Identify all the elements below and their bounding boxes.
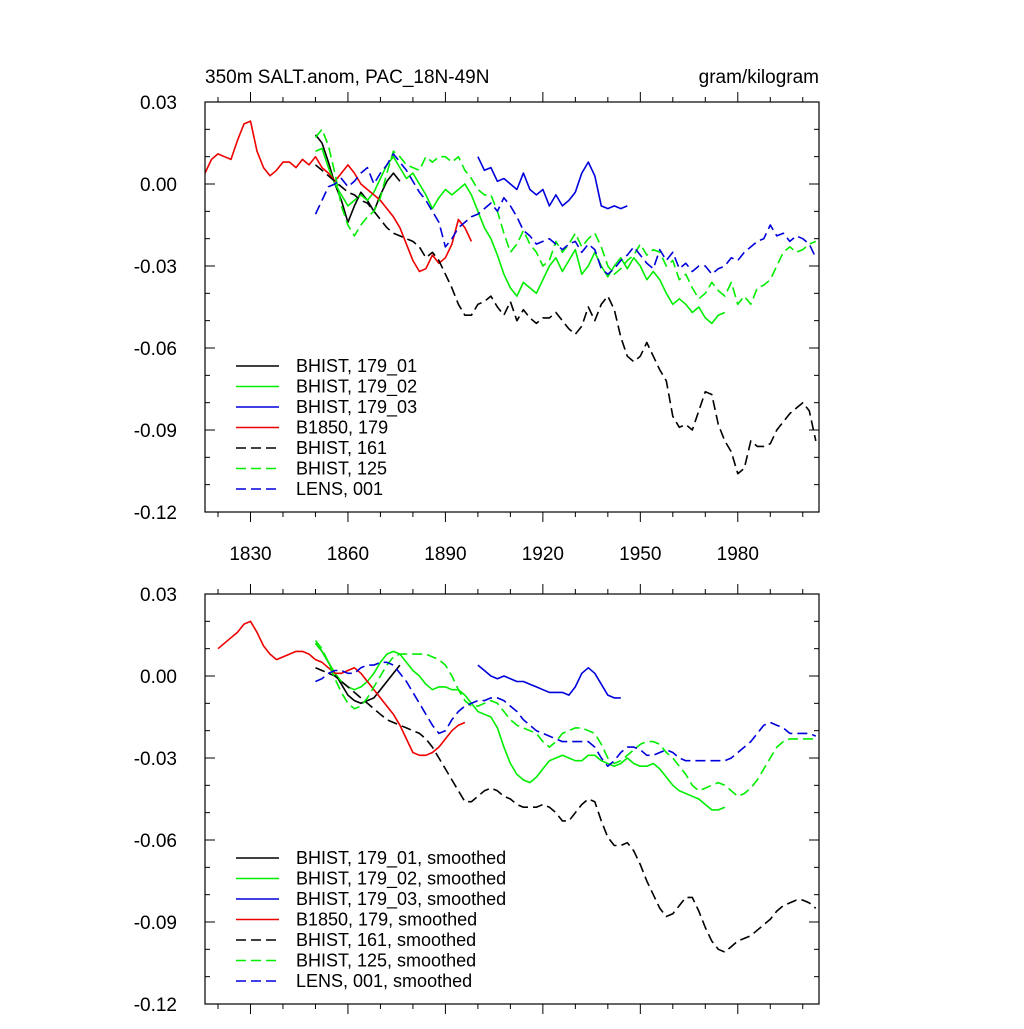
y-tick-label: -0.09	[134, 913, 177, 934]
y-tick-label: -0.06	[134, 831, 177, 852]
x-tick-label: 1920	[522, 544, 564, 565]
series-line-4	[205, 120, 473, 273]
series-line-6	[314, 128, 817, 306]
series-line-3	[477, 664, 621, 699]
legend-label: LENS, 001, smoothed	[296, 971, 472, 991]
legend-label: BHIST, 179_01, smoothed	[296, 848, 506, 869]
plot-frame	[204, 593, 820, 1005]
legend-label: B1850, 179, smoothed	[296, 910, 477, 930]
x-tick-label: 1980	[717, 544, 759, 565]
y-tick-label: -0.12	[134, 503, 177, 524]
legend-label: BHIST, 161	[296, 438, 387, 458]
series-line-2	[315, 147, 726, 325]
legend-label: BHIST, 179_01	[296, 356, 417, 377]
y-tick-label: -0.06	[134, 339, 177, 360]
series-line-5	[314, 164, 817, 475]
y-tick-label: -0.03	[134, 749, 177, 770]
legend-label: LENS, 001	[296, 479, 383, 499]
y-tick-label: 0.03	[140, 585, 177, 606]
series-line-7	[314, 153, 817, 276]
y-tick-label: -0.03	[134, 257, 177, 278]
series-line-6	[314, 640, 816, 798]
units-label: gram/kilogram	[699, 67, 819, 88]
plot-frame	[204, 101, 820, 513]
series-line-2	[314, 642, 726, 811]
legend-label: BHIST, 179_03	[296, 397, 417, 418]
x-tick-label: 1860	[327, 544, 369, 565]
y-tick-label: -0.09	[134, 421, 177, 442]
series-line-5	[315, 667, 817, 953]
series-line-3	[477, 156, 628, 210]
x-tick-label: 1830	[229, 544, 271, 565]
legend-label: BHIST, 179_02, smoothed	[296, 869, 506, 890]
legend-label: BHIST, 179_03, smoothed	[296, 889, 506, 910]
series-line-4	[217, 620, 466, 757]
legend-label: BHIST, 125	[296, 459, 387, 479]
chart-panel-1: 0.03 0.00 -0.03 -0.06 -0.09 -0.12 1830 1860 1890…	[134, 67, 820, 565]
series-line-1	[314, 134, 401, 224]
chart-title: 350m SALT.anom, PAC_18N-49N	[205, 67, 489, 88]
y-tick-label: 0.03	[140, 93, 177, 114]
series-group	[205, 120, 817, 475]
x-tick-label: 1890	[424, 544, 466, 565]
chart-panel-2: 0.03 0.00 -0.03 -0.06 -0.09 -0.12 BHIST, 179_0…	[134, 584, 820, 1016]
legend-label: BHIST, 179_02	[296, 377, 417, 398]
y-tick-label: 0.00	[140, 667, 177, 688]
x-tick-label: 1950	[619, 544, 661, 565]
series-line-7	[315, 661, 817, 768]
legend-label: B1850, 179	[296, 418, 388, 438]
series-group	[217, 620, 817, 953]
legend-label: BHIST, 161, smoothed	[296, 930, 476, 950]
y-tick-label: -0.12	[134, 995, 177, 1016]
y-tick-label: 0.00	[140, 175, 177, 196]
legend-label: BHIST, 125, smoothed	[296, 951, 476, 971]
